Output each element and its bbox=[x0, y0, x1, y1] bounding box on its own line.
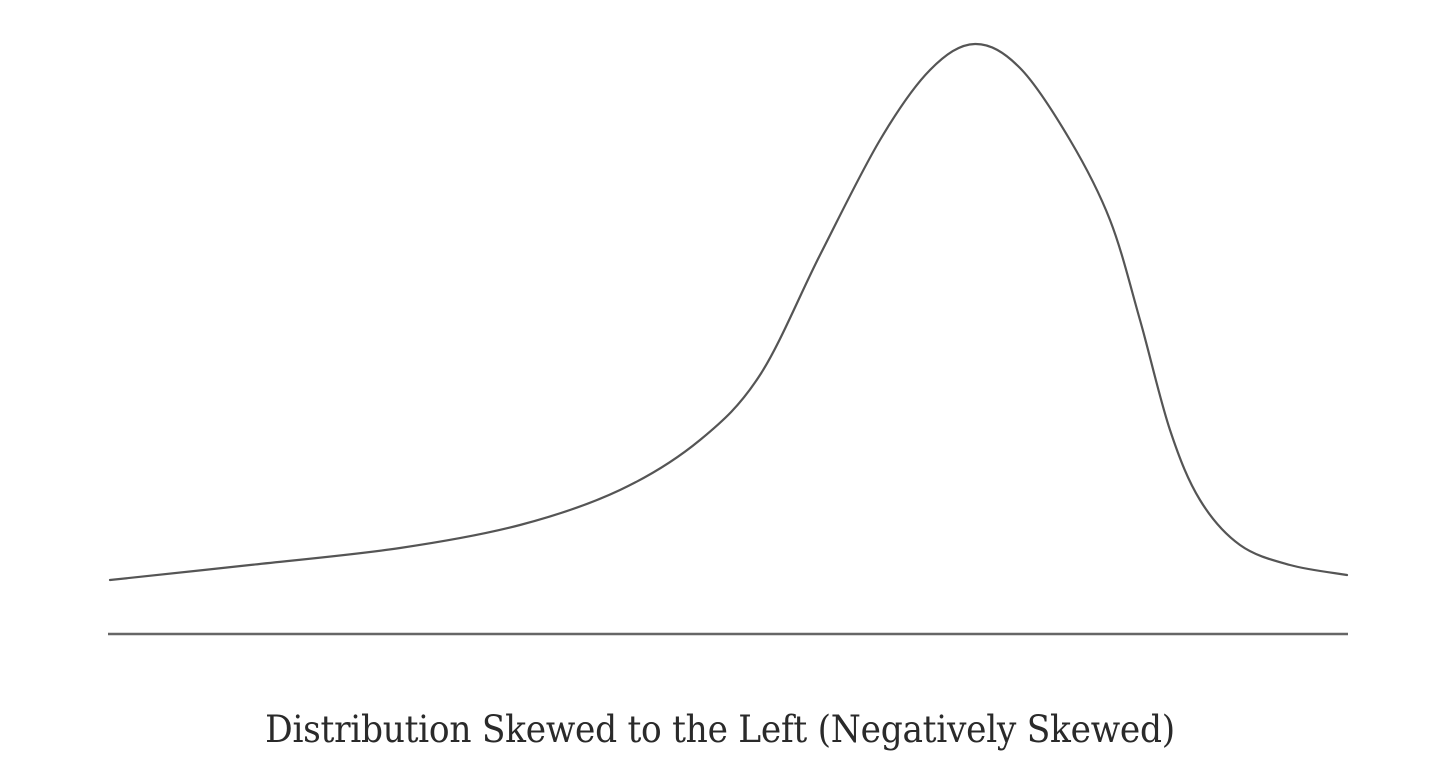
figure-caption: Distribution Skewed to the Left (Negativ… bbox=[265, 708, 1175, 751]
density-curve bbox=[108, 42, 1349, 582]
